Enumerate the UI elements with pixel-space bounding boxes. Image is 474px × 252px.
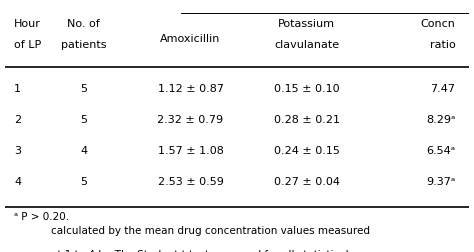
Text: 5: 5 <box>80 177 87 186</box>
Text: 1: 1 <box>14 84 21 94</box>
Text: of LP: of LP <box>14 40 41 49</box>
Text: 2: 2 <box>14 115 21 125</box>
Text: 0.28 ± 0.21: 0.28 ± 0.21 <box>273 115 340 125</box>
Text: calculated by the mean drug concentration values measured: calculated by the mean drug concentratio… <box>51 225 370 235</box>
Text: 0.27 ± 0.04: 0.27 ± 0.04 <box>273 177 340 186</box>
Text: 9.37ᵃ: 9.37ᵃ <box>426 177 456 186</box>
Text: Hour: Hour <box>14 18 41 28</box>
Text: No. of: No. of <box>67 18 100 28</box>
Text: 8.29ᵃ: 8.29ᵃ <box>426 115 456 125</box>
Text: 2.32 ± 0.79: 2.32 ± 0.79 <box>157 115 224 125</box>
Text: 6.54ᵃ: 6.54ᵃ <box>426 146 456 156</box>
Text: ratio: ratio <box>429 40 456 49</box>
Text: Amoxicillin: Amoxicillin <box>160 34 221 44</box>
Text: 2.53 ± 0.59: 2.53 ± 0.59 <box>158 177 223 186</box>
Text: 7.47: 7.47 <box>430 84 456 94</box>
Text: 0.15 ± 0.10: 0.15 ± 0.10 <box>274 84 339 94</box>
Text: 1.12 ± 0.87: 1.12 ± 0.87 <box>157 84 224 94</box>
Text: 3: 3 <box>14 146 21 156</box>
Text: 4: 4 <box>80 146 87 156</box>
Text: Potassium: Potassium <box>278 18 335 28</box>
Text: patients: patients <box>61 40 107 49</box>
Text: 1.57 ± 1.08: 1.57 ± 1.08 <box>158 146 223 156</box>
Text: 5: 5 <box>80 84 87 94</box>
Text: clavulanate: clavulanate <box>274 40 339 49</box>
Text: ᵃ P > 0.20.: ᵃ P > 0.20. <box>14 211 69 221</box>
Text: 4: 4 <box>14 177 21 186</box>
Text: Concn: Concn <box>420 18 456 28</box>
Text: at 1 to 4 h.  The Student t test was used for all statistical: at 1 to 4 h. The Student t test was used… <box>51 249 349 252</box>
Text: 0.24 ± 0.15: 0.24 ± 0.15 <box>274 146 339 156</box>
Text: 5: 5 <box>80 115 87 125</box>
